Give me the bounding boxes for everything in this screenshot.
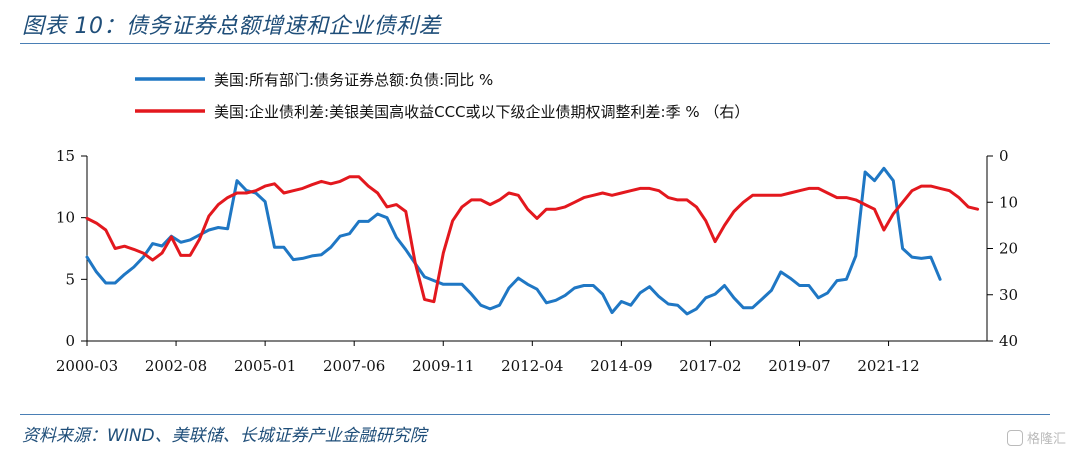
x-tick-label: 2002-08 (145, 357, 207, 375)
x-tick-label: 2009-11 (412, 357, 474, 375)
series-layer (85, 166, 980, 316)
x-tick-label: 2021-12 (857, 357, 919, 375)
left-axis-ticks: 0 5 10 15 (56, 147, 87, 350)
x-tick-label: 2007-06 (323, 357, 385, 375)
left-tick-label: 0 (65, 332, 75, 350)
legend-label-credit-spread: 美国:企业债利差:美银美国高收益CCC或以下级企业债期权调整利差:季 % （右） (214, 103, 749, 121)
x-tick-label: 2019-07 (768, 357, 830, 375)
x-tick-label: 2017-02 (679, 357, 741, 375)
x-tick-label: 2005-01 (234, 357, 296, 375)
right-tick-label: 10 (999, 193, 1018, 211)
watermark-text: 格隆汇 (1026, 432, 1066, 447)
axes (86, 156, 988, 342)
watermark: 格隆汇 (1006, 428, 1066, 447)
x-tick-label: 2000-03 (56, 357, 118, 375)
legend-label-debt-growth: 美国:所有部门:债务证券总额:负债:同比 % (214, 71, 493, 89)
x-tick-label: 2012-04 (501, 357, 563, 375)
x-tick-label: 2014-09 (590, 357, 652, 375)
right-tick-label: 0 (999, 147, 1009, 165)
series-line-credit-spread (85, 175, 980, 304)
footer-divider (20, 414, 1050, 415)
series-line-debt-growth (85, 166, 942, 316)
right-tick-label: 20 (999, 240, 1018, 258)
right-axis-ticks: 0 10 20 30 40 (987, 147, 1018, 350)
title-divider (20, 43, 1050, 44)
left-tick-label: 15 (56, 147, 75, 165)
watermark-logo-icon (1006, 429, 1023, 446)
source-note: 资料来源：WIND、美联储、长城证券产业金融研究院 (22, 426, 427, 446)
legend: 美国:所有部门:债务证券总额:负债:同比 % 美国:企业债利差:美银美国高收益C… (135, 71, 749, 121)
x-axis-ticks: 2000-03 2002-08 2005-01 2007-06 2009-11 2012-… (56, 341, 920, 375)
right-tick-label: 40 (999, 332, 1018, 350)
left-tick-label: 10 (56, 209, 75, 227)
left-tick-label: 5 (65, 270, 75, 288)
right-tick-label: 30 (999, 286, 1018, 304)
chart-title: 图表 10：债务证券总额增速和企业债利差 (22, 14, 441, 39)
